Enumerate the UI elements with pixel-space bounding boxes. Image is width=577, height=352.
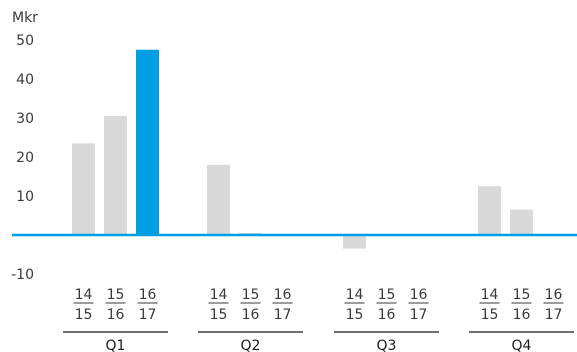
period-label-bottom: 15 xyxy=(481,307,499,323)
y-axis-ticks: -10 10 20 30 40 50 xyxy=(11,33,34,283)
period-label-top: 14 xyxy=(346,287,364,303)
period-label-bottom: 17 xyxy=(139,307,157,323)
period-label-bottom: 16 xyxy=(107,307,125,323)
y-unit-label: Mkr xyxy=(12,10,38,26)
period-label-bottom: 15 xyxy=(346,307,364,323)
y-tick-label: 50 xyxy=(16,33,34,49)
period-label-bottom: 15 xyxy=(75,307,93,323)
y-tick-label: 40 xyxy=(16,72,34,88)
period-label-top: 14 xyxy=(210,287,228,303)
period-label-bottom: 15 xyxy=(210,307,228,323)
period-label-top: 14 xyxy=(481,287,499,303)
bar-q1-14-15 xyxy=(72,143,95,235)
period-label-top: 16 xyxy=(139,287,157,303)
quarter-label: Q2 xyxy=(241,338,261,352)
period-label-top: 16 xyxy=(274,287,292,303)
bar-q1-15-16 xyxy=(104,116,127,235)
quarter-label: Q4 xyxy=(512,338,532,352)
period-label-top: 15 xyxy=(107,287,125,303)
y-tick-label: 10 xyxy=(16,189,34,205)
period-label-top: 14 xyxy=(75,287,93,303)
bar-q1-16-17 xyxy=(136,49,159,235)
period-label-top: 15 xyxy=(378,287,396,303)
y-tick-label: -10 xyxy=(11,267,34,283)
period-label-bottom: 17 xyxy=(410,307,428,323)
bar-q3-14-15 xyxy=(343,235,366,249)
bar-q2-14-15 xyxy=(207,164,230,235)
period-label-bottom: 17 xyxy=(545,307,563,323)
y-tick-label: 30 xyxy=(16,111,34,127)
bar-q4-14-15 xyxy=(478,186,501,235)
quarter-label: Q1 xyxy=(106,338,126,352)
period-label-bottom: 16 xyxy=(242,307,260,323)
x-axis-labels: 14 15 15 16 16 17 Q1 14 15 15 16 16 17 Q2 14 15 15 16 16 17… xyxy=(63,287,574,352)
y-tick-label: 20 xyxy=(16,150,34,166)
quarter-label: Q3 xyxy=(377,338,397,352)
period-label-bottom: 16 xyxy=(513,307,531,323)
period-label-top: 16 xyxy=(410,287,428,303)
period-label-bottom: 17 xyxy=(274,307,292,323)
period-label-top: 15 xyxy=(513,287,531,303)
period-label-top: 15 xyxy=(242,287,260,303)
period-label-bottom: 16 xyxy=(378,307,396,323)
period-label-top: 16 xyxy=(545,287,563,303)
bar-q4-15-16 xyxy=(510,209,533,235)
bars-group xyxy=(72,49,533,249)
